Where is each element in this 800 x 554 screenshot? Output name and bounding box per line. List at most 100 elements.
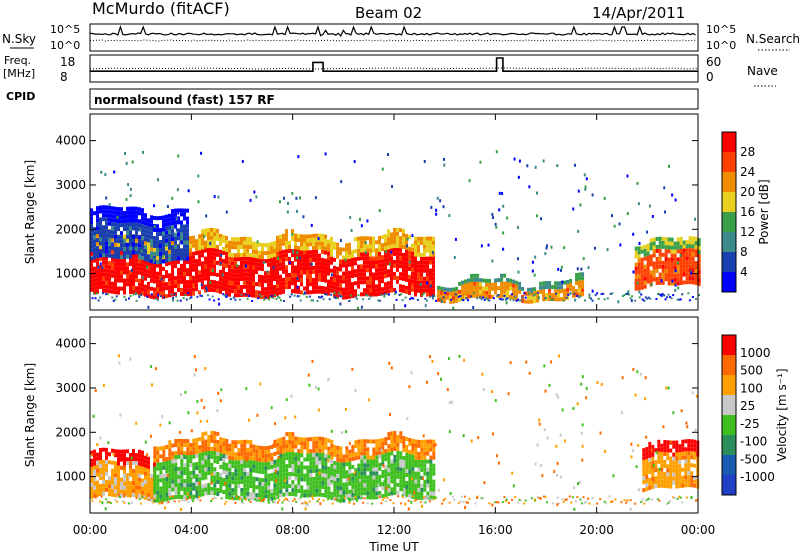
heatmap-cell: [354, 488, 358, 493]
heatmap-cell: [334, 498, 337, 501]
heatmap-cell: [664, 277, 668, 282]
heatmap-cell: [660, 279, 663, 283]
heatmap-cell: [330, 280, 333, 285]
heatmap-cell: [473, 273, 477, 278]
heatmap-cell: [672, 472, 676, 477]
heatmap-cell: [351, 257, 354, 262]
heatmap-cell: [243, 260, 246, 265]
heatmap-cell: [210, 251, 213, 256]
heatmap-cell: [688, 236, 692, 241]
heatmap-cell: [228, 244, 231, 249]
heatmap-cell: [393, 468, 396, 472]
heatmap-cell: [393, 470, 397, 475]
heatmap-cell: [231, 492, 235, 497]
heatmap-cell: [336, 242, 339, 247]
heatmap-cell: [105, 467, 108, 472]
heatmap-cell: [303, 234, 306, 239]
heatmap-cell: [380, 448, 383, 452]
heatmap-cell: [649, 238, 653, 243]
heatmap-cell: [315, 436, 319, 441]
heatmap-cell: [147, 484, 150, 489]
heatmap-cell: [297, 441, 301, 446]
heatmap-cell: [679, 253, 682, 257]
heatmap-cell: [185, 298, 188, 301]
heatmap-cell: [405, 244, 408, 248]
heatmap-cell: [375, 268, 378, 273]
heatmap-cell: [129, 286, 132, 291]
heatmap-cell: [688, 248, 692, 253]
heatmap-cell: [291, 261, 294, 266]
heatmap-cell: [229, 298, 232, 301]
heatmap-cell: [141, 287, 144, 292]
heatmap-cell: [135, 246, 138, 251]
heatmap-cell: [306, 503, 309, 507]
heatmap-cell: [424, 501, 427, 504]
heatmap-cell: [276, 470, 280, 475]
heatmap-cell: [258, 449, 262, 454]
heatmap-cell: [321, 484, 325, 489]
heatmap-cell: [518, 299, 521, 302]
heatmap-cell: [117, 266, 120, 271]
heatmap-cell: [432, 248, 435, 253]
heatmap-cell: [168, 281, 171, 286]
heatmap-cell: [671, 193, 674, 197]
heatmap-cell: [402, 260, 405, 265]
heatmap-cell: [330, 463, 334, 468]
heatmap-cell: [258, 453, 262, 458]
heatmap-cell: [294, 456, 298, 461]
heatmap-cell: [390, 264, 393, 269]
heatmap-cell: [354, 456, 358, 461]
heatmap-cell: [90, 259, 93, 264]
heatmap-cell: [138, 489, 141, 494]
heatmap-cell: [565, 296, 568, 299]
heatmap-cell: [324, 270, 327, 275]
heatmap-cell: [116, 215, 119, 219]
heatmap-cell: [399, 459, 403, 464]
heatmap-cell: [678, 480, 682, 485]
heatmap-cell: [123, 469, 126, 474]
heatmap-cell: [168, 257, 171, 262]
heatmap-cell: [150, 274, 153, 279]
heatmap-cell: [351, 452, 355, 457]
heatmap-cell: [426, 276, 429, 281]
heatmap-cell: [363, 471, 367, 476]
heatmap-cell: [542, 297, 546, 302]
heatmap-cell: [138, 453, 141, 458]
heatmap-cell: [246, 487, 250, 492]
heatmap-cell: [630, 442, 633, 446]
heatmap-cell: [449, 287, 453, 292]
heatmap-cell: [369, 439, 373, 444]
heatmap-cell: [675, 468, 679, 473]
heatmap-cell: [267, 465, 271, 470]
heatmap-cell: [129, 246, 132, 251]
heatmap-cell: [648, 477, 652, 482]
heatmap-cell: [387, 237, 390, 242]
heatmap-cell: [150, 493, 153, 498]
heatmap-cell: [654, 480, 658, 485]
heatmap-cell: [213, 487, 217, 492]
heatmap-cell: [463, 358, 466, 362]
heatmap-cell: [673, 261, 677, 266]
heatmap-cell: [204, 276, 207, 281]
heatmap-cell: [640, 277, 644, 282]
heatmap-cell: [274, 422, 277, 426]
heatmap-cell: [327, 498, 330, 501]
heatmap-cell: [258, 489, 262, 494]
heatmap-cell: [655, 256, 659, 261]
heatmap-cell: [162, 489, 166, 494]
heatmap-cell: [676, 273, 680, 278]
heatmap-cell: [660, 443, 664, 448]
heatmap-cell: [384, 274, 387, 279]
heatmap-cell: [172, 296, 175, 299]
heatmap-cell: [189, 483, 193, 488]
heatmap-cell: [470, 289, 474, 294]
heatmap-cell: [267, 250, 270, 255]
heatmap-cell: [645, 459, 649, 464]
heatmap-cell: [696, 478, 699, 482]
heatmap-cell: [369, 276, 372, 281]
heatmap-cell: [408, 474, 412, 479]
heatmap-cell: [651, 460, 655, 465]
heatmap-cell: [430, 205, 433, 209]
heatmap-cell: [150, 255, 153, 260]
heatmap-cell: [252, 293, 255, 298]
